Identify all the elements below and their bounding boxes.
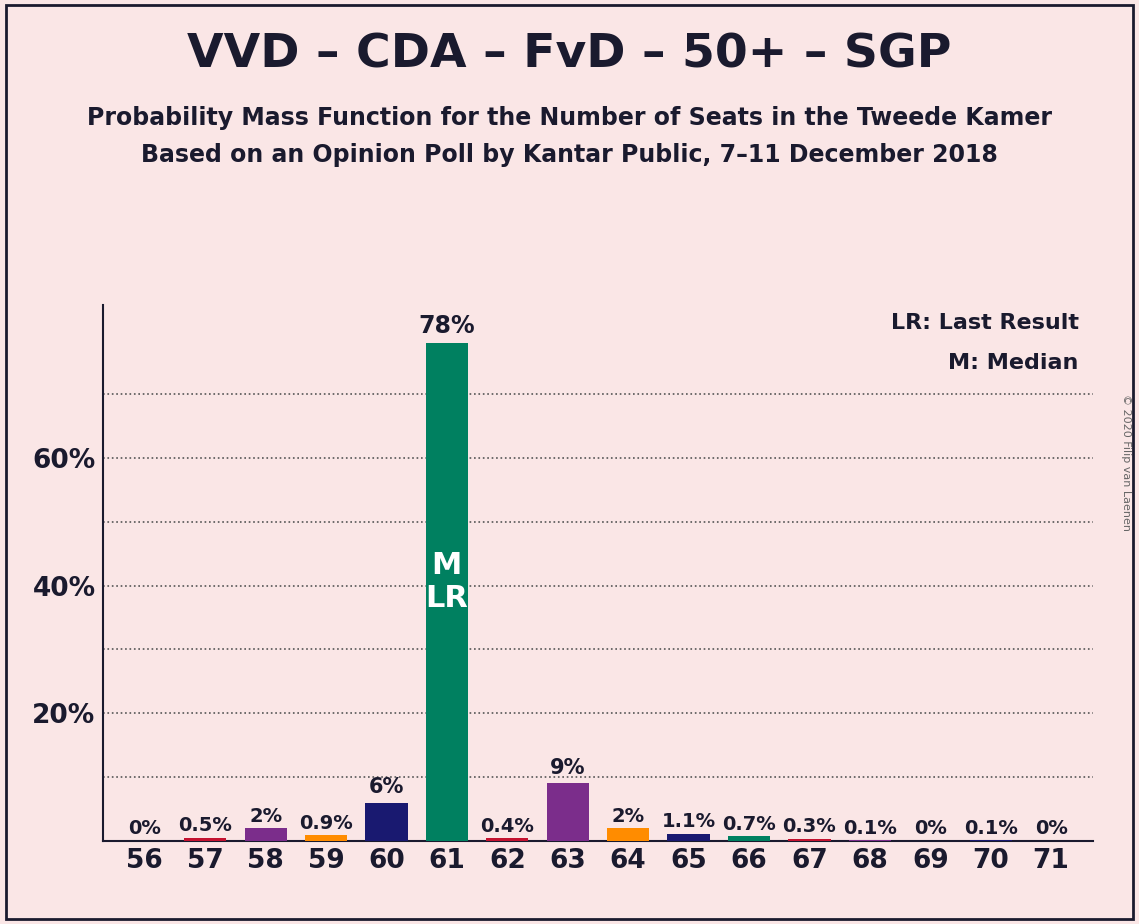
Text: Based on an Opinion Poll by Kantar Public, 7–11 December 2018: Based on an Opinion Poll by Kantar Publi… [141, 143, 998, 167]
Text: 1.1%: 1.1% [662, 812, 715, 832]
Text: VVD – CDA – FvD – 50+ – SGP: VVD – CDA – FvD – 50+ – SGP [187, 32, 952, 78]
Text: 0.1%: 0.1% [843, 819, 896, 838]
Bar [667, 833, 710, 841]
Bar [366, 803, 408, 841]
Bar [547, 784, 589, 841]
Text: 0.9%: 0.9% [300, 813, 353, 833]
Text: 0.3%: 0.3% [782, 818, 836, 836]
Text: 6%: 6% [369, 777, 404, 797]
Bar [305, 835, 347, 841]
Text: © 2020 Filip van Laenen: © 2020 Filip van Laenen [1121, 394, 1131, 530]
Bar [607, 828, 649, 841]
Text: 2%: 2% [612, 807, 645, 825]
Text: 0.1%: 0.1% [964, 819, 1017, 838]
Bar [426, 343, 468, 841]
Text: 0.5%: 0.5% [179, 816, 232, 835]
Text: 78%: 78% [419, 314, 475, 338]
Bar [728, 836, 770, 841]
Text: Probability Mass Function for the Number of Seats in the Tweede Kamer: Probability Mass Function for the Number… [87, 106, 1052, 130]
Text: 0%: 0% [913, 820, 947, 838]
Bar [185, 838, 227, 841]
Bar [245, 828, 287, 841]
Text: M: Median: M: Median [948, 353, 1079, 373]
Text: 0.7%: 0.7% [722, 815, 776, 833]
Text: LR: Last Result: LR: Last Result [891, 313, 1079, 333]
Bar [486, 838, 528, 841]
Bar [788, 839, 830, 841]
Text: 2%: 2% [249, 807, 282, 825]
Text: 0%: 0% [129, 820, 162, 838]
Text: 9%: 9% [550, 759, 585, 778]
Text: 0%: 0% [1034, 820, 1067, 838]
Text: 0.4%: 0.4% [481, 817, 534, 835]
Text: M
LR: M LR [426, 551, 468, 614]
